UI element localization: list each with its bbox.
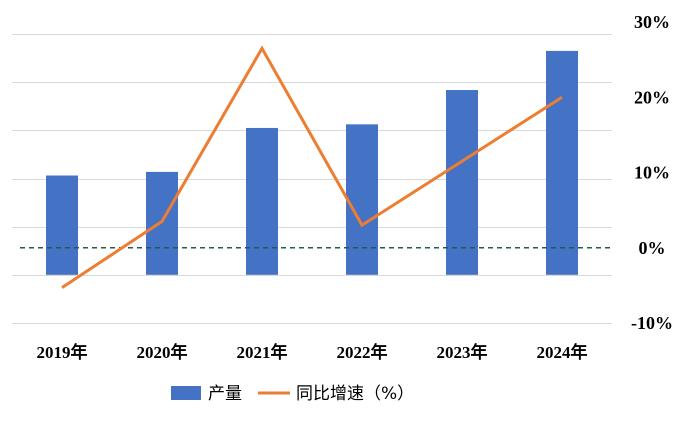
x-tick-label: 2023年 <box>437 342 488 362</box>
x-tick-label: 2022年 <box>337 342 388 362</box>
right-axis-ticks: -10% 0% 10% 20% 30% <box>631 12 673 333</box>
right-tick-label: 20% <box>634 87 670 107</box>
right-tick-label: 0% <box>639 238 666 258</box>
gridlines <box>12 34 612 324</box>
x-tick-label: 2020年 <box>137 342 188 362</box>
legend: 产量 同比增速（%） <box>171 384 414 404</box>
x-axis-ticks: 2019年 2020年 2021年 2022年 2023年 2024年 <box>37 342 588 362</box>
bar <box>146 171 178 275</box>
right-tick-label: 10% <box>634 163 670 183</box>
bar-series <box>46 50 578 275</box>
bar <box>246 127 278 275</box>
bar <box>446 90 478 275</box>
bar <box>546 50 578 275</box>
x-tick-label: 2021年 <box>237 342 288 362</box>
line-series <box>61 45 563 289</box>
legend-label-line: 同比增速（%） <box>296 384 414 404</box>
growth-line <box>61 45 563 289</box>
right-tick-label: -10% <box>631 313 673 333</box>
bar <box>346 124 378 275</box>
x-tick-label: 2019年 <box>37 342 88 362</box>
x-tick-label: 2024年 <box>537 342 588 362</box>
legend-label-bar: 产量 <box>208 384 242 404</box>
right-tick-label: 30% <box>634 12 670 32</box>
legend-swatch-bar <box>171 386 201 400</box>
bar <box>46 175 78 275</box>
